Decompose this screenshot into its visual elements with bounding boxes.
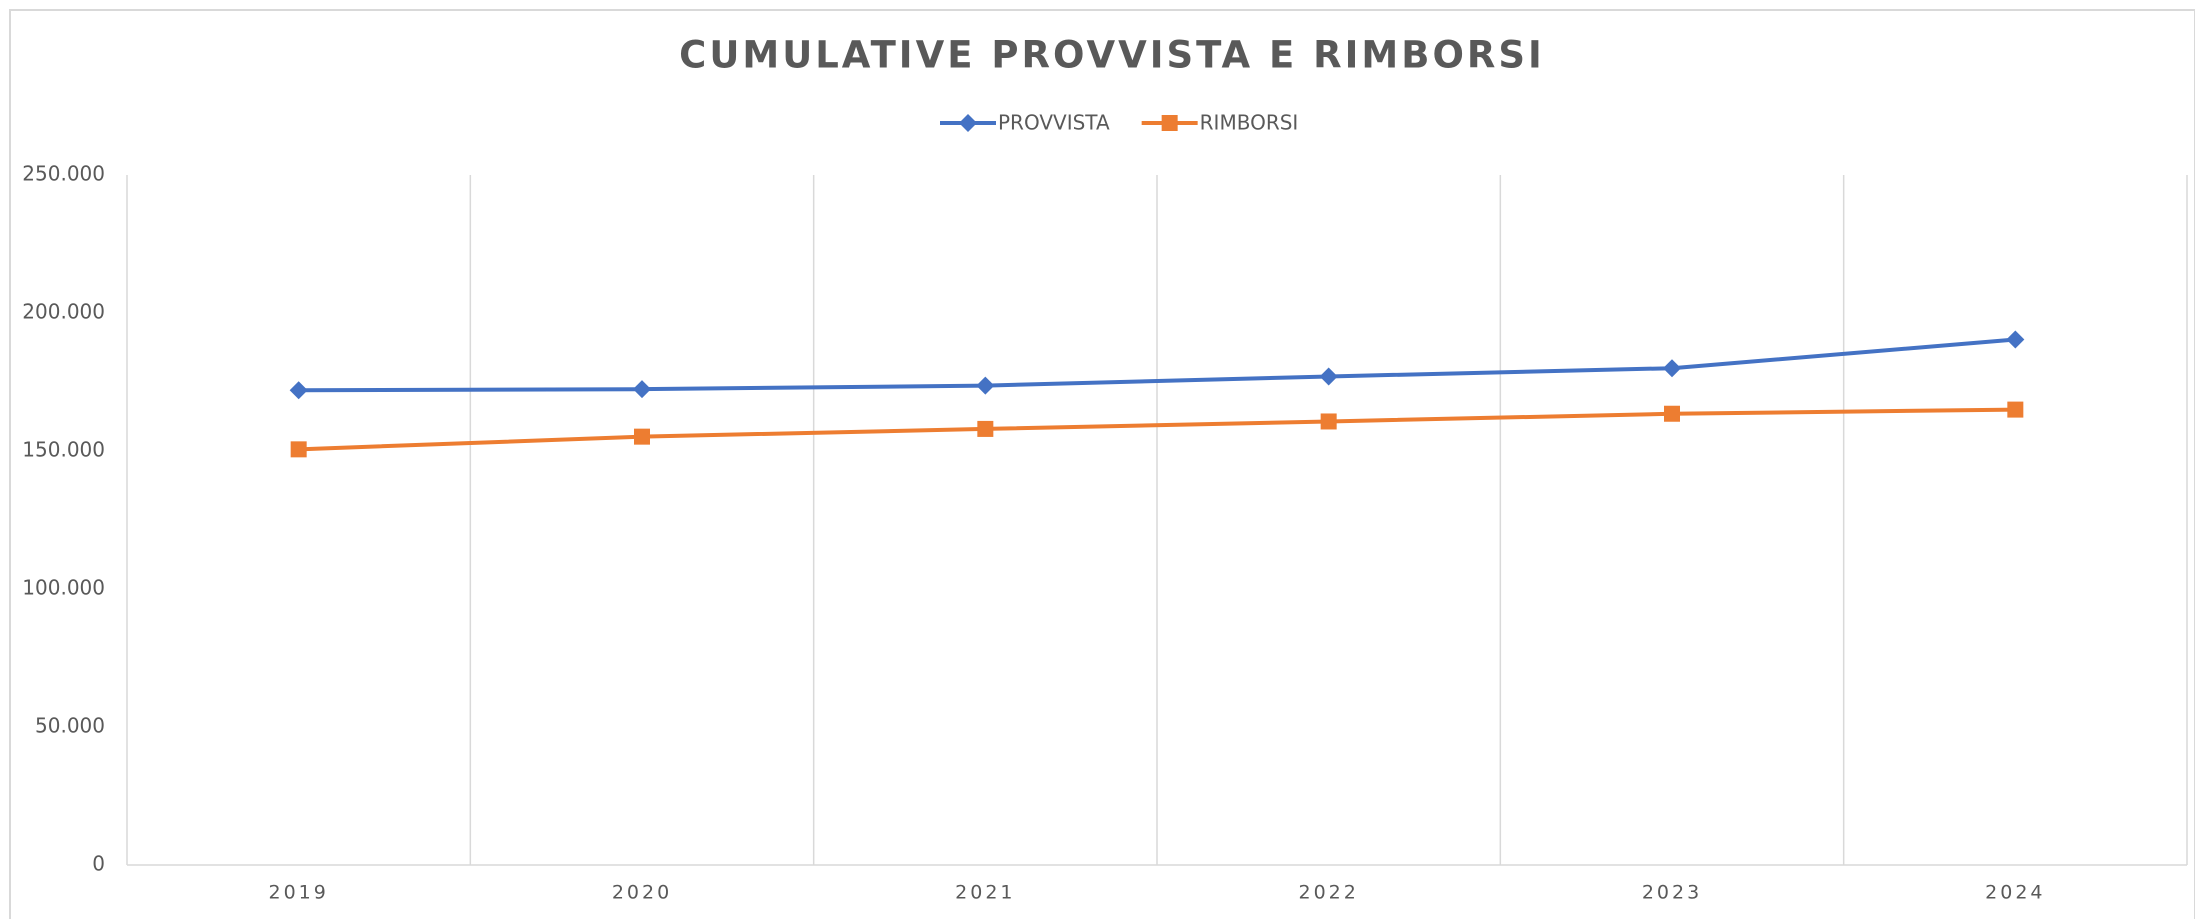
- data-point: [976, 376, 995, 395]
- series-line: [298, 407, 2016, 452]
- y-tick-label: 100.000: [22, 576, 105, 600]
- x-tick-label: 2024: [1985, 882, 2045, 904]
- data-point: [2006, 330, 2025, 349]
- y-tick-label: 250.000: [22, 162, 105, 186]
- legend-label: RIMBORSI: [1200, 111, 1299, 135]
- legend-marker: [959, 114, 977, 132]
- x-tick-label: 2021: [955, 882, 1015, 904]
- x-tick-label: 2022: [1298, 882, 1358, 904]
- y-tick-label: 150.000: [22, 438, 105, 462]
- data-point: [289, 381, 308, 400]
- legend-marker: [1161, 115, 1178, 131]
- y-tick-label: 50.000: [35, 714, 105, 738]
- data-point: [633, 380, 651, 399]
- series-line: [298, 337, 2016, 393]
- data-point: [2007, 401, 2024, 418]
- data-point: [977, 420, 994, 437]
- data-point: [1320, 413, 1337, 430]
- chart-title: CUMULATIVE PROVVISTA E RIMBORSI: [679, 34, 1545, 77]
- data-point: [634, 428, 650, 445]
- y-tick-label: 0: [92, 852, 105, 876]
- legend-label: PROVVISTA: [998, 111, 1110, 135]
- data-point: [1663, 359, 1681, 378]
- y-tick-label: 200.000: [22, 300, 105, 324]
- data-point: [290, 441, 307, 458]
- chart-border: [9, 9, 2195, 919]
- x-tick-label: 2023: [1642, 882, 1702, 904]
- data-point: [1319, 367, 1338, 386]
- x-tick-label: 2020: [612, 882, 672, 904]
- x-tick-label: 2019: [268, 882, 328, 904]
- data-point: [1664, 405, 1680, 422]
